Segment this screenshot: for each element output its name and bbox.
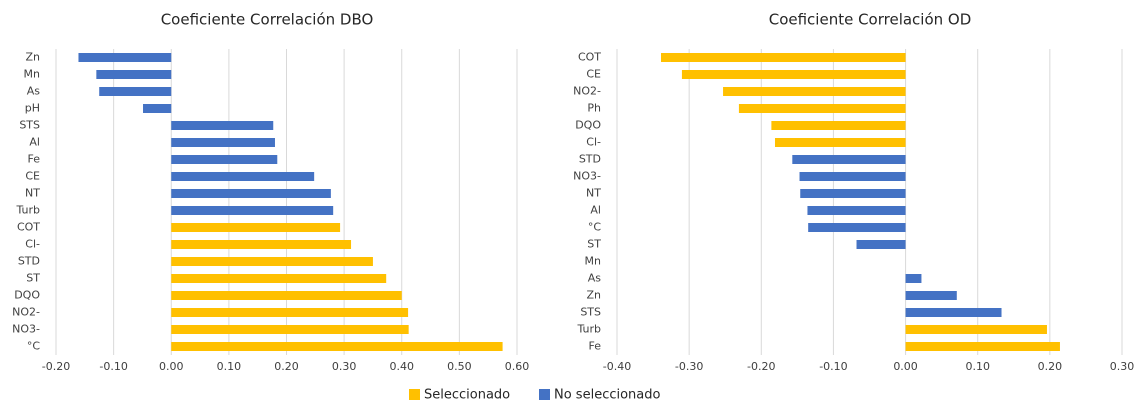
y-tick-label: Turb [15, 204, 40, 217]
bar [171, 257, 373, 266]
bar [905, 291, 957, 300]
y-tick-label: pH [25, 102, 40, 115]
y-tick-label: COT [17, 221, 40, 234]
x-tick-label: 0.20 [274, 360, 299, 373]
y-tick-label: Mn [24, 68, 40, 81]
y-tick-label: STS [580, 306, 601, 319]
bar [905, 342, 1060, 351]
bar [799, 172, 906, 181]
bar [171, 308, 409, 317]
bar [78, 53, 172, 62]
bar [171, 138, 275, 147]
bar [661, 53, 906, 62]
x-tick-label: -0.10 [819, 360, 847, 373]
bar [171, 206, 334, 215]
bar [171, 291, 402, 300]
y-tick-label: Cl- [586, 136, 601, 149]
bar [800, 189, 906, 198]
bar [771, 121, 906, 130]
y-tick-label: Cl- [25, 238, 40, 251]
x-tick-label: 0.10 [217, 360, 242, 373]
bar [96, 70, 172, 79]
legend-swatch [539, 389, 550, 400]
bar [171, 274, 387, 283]
x-tick-label: 0.30 [1110, 360, 1135, 373]
bar [171, 240, 352, 249]
y-tick-label: Al [29, 136, 40, 149]
bar [905, 308, 1002, 317]
x-tick-label: -0.30 [675, 360, 703, 373]
y-tick-label: NT [25, 187, 40, 200]
y-tick-label: Fe [28, 153, 41, 166]
y-tick-label: NO3- [12, 323, 40, 336]
y-tick-label: Al [590, 204, 601, 217]
y-tick-label: Ph [587, 102, 601, 115]
bar [856, 240, 906, 249]
y-tick-label: °C [588, 221, 602, 234]
y-tick-label: Zn [25, 51, 40, 64]
y-tick-label: STS [19, 119, 40, 132]
y-tick-label: STD [18, 255, 40, 268]
bar [171, 172, 315, 181]
bar [738, 104, 906, 113]
bar [171, 155, 278, 164]
legend-label: No seleccionado [554, 388, 661, 403]
y-tick-label: STD [579, 153, 601, 166]
x-tick-label: -0.10 [99, 360, 127, 373]
y-tick-label: NT [586, 187, 601, 200]
bar [681, 70, 906, 79]
x-tick-label: 0.60 [505, 360, 530, 373]
legend-label: Seleccionado [424, 388, 510, 403]
y-tick-label: NO2- [573, 85, 601, 98]
bar [808, 223, 906, 232]
y-tick-label: CE [25, 170, 40, 183]
y-tick-label: °C [27, 340, 41, 353]
y-tick-label: COT [578, 51, 601, 64]
y-tick-label: CE [586, 68, 601, 81]
x-tick-label: 0.50 [447, 360, 472, 373]
bar [774, 138, 906, 147]
y-tick-label: Zn [586, 289, 601, 302]
x-tick-label: -0.20 [42, 360, 70, 373]
bar [171, 189, 331, 198]
bar [807, 206, 906, 215]
x-tick-label: -0.40 [603, 360, 631, 373]
x-tick-label: 0.00 [159, 360, 184, 373]
y-tick-label: Turb [576, 323, 601, 336]
y-tick-label: Fe [589, 340, 602, 353]
y-tick-label: DQO [575, 119, 601, 132]
bar [171, 223, 341, 232]
legend-swatch [409, 389, 420, 400]
x-tick-label: 0.30 [332, 360, 357, 373]
x-tick-label: 0.00 [893, 360, 918, 373]
bar [171, 121, 274, 130]
y-tick-label: NO3- [573, 170, 601, 183]
bar [792, 155, 906, 164]
y-tick-label: ST [26, 272, 40, 285]
x-tick-label: -0.20 [747, 360, 775, 373]
y-tick-label: ST [587, 238, 601, 251]
y-tick-label: As [27, 85, 41, 98]
x-tick-label: 0.10 [965, 360, 990, 373]
y-tick-label: DQO [14, 289, 40, 302]
bar [905, 274, 922, 283]
chart-title: Coeficiente Correlación DBO [161, 11, 374, 29]
bar [99, 87, 172, 96]
y-tick-label: NO2- [12, 306, 40, 319]
bar [171, 342, 503, 351]
x-tick-label: 0.20 [1038, 360, 1063, 373]
chart-title: Coeficiente Correlación OD [769, 11, 972, 29]
bar [143, 104, 172, 113]
x-tick-label: 0.40 [390, 360, 415, 373]
y-tick-label: Mn [585, 255, 601, 268]
y-tick-label: As [588, 272, 602, 285]
bar [723, 87, 906, 96]
bar [905, 325, 1047, 334]
bar [171, 325, 409, 334]
